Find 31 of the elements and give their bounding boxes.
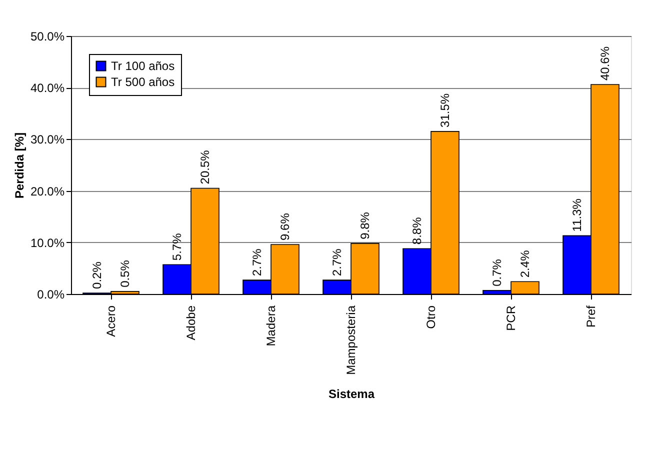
data-label: 0.7% — [490, 258, 504, 286]
data-label: 8.8% — [410, 216, 424, 245]
x-tick-label: Acero — [104, 305, 118, 337]
data-label: 0.5% — [118, 260, 132, 288]
y-tick-label: 40.0% — [30, 81, 65, 96]
x-tick-label: Madera — [264, 305, 278, 346]
y-tick-label: 10.0% — [30, 236, 65, 250]
data-label: 20.5% — [198, 150, 212, 184]
data-label: 31.5% — [438, 93, 452, 128]
x-axis-title: Sistema — [328, 386, 375, 401]
y-tick-label: 0.0% — [37, 288, 65, 302]
x-tick-label: PCR — [504, 305, 518, 331]
legend-label: Tr 500 años — [111, 75, 175, 89]
x-tick-label: Otro — [424, 305, 438, 329]
x-tick-label: Pref — [584, 304, 598, 328]
data-label: 0.2% — [90, 261, 104, 289]
data-label: 2.4% — [518, 250, 532, 278]
y-tick-label: 20.0% — [30, 184, 65, 198]
data-label: 5.7% — [170, 232, 184, 261]
y-tick-label: 50.0% — [30, 30, 65, 44]
data-label: 11.3% — [570, 198, 584, 232]
x-tick-label: Mamposteria — [344, 305, 358, 375]
legend-label: Tr 100 años — [111, 59, 175, 73]
data-label: 9.6% — [278, 212, 292, 240]
data-label: 9.8% — [358, 212, 372, 240]
y-axis-title: Perdida [%] — [12, 132, 26, 199]
x-tick-label: Adobe — [184, 305, 198, 340]
data-label: 40.6% — [598, 46, 612, 81]
data-label: 2.7% — [330, 248, 344, 276]
y-tick-label: 30.0% — [30, 132, 65, 147]
data-label: 2.7% — [250, 248, 264, 276]
